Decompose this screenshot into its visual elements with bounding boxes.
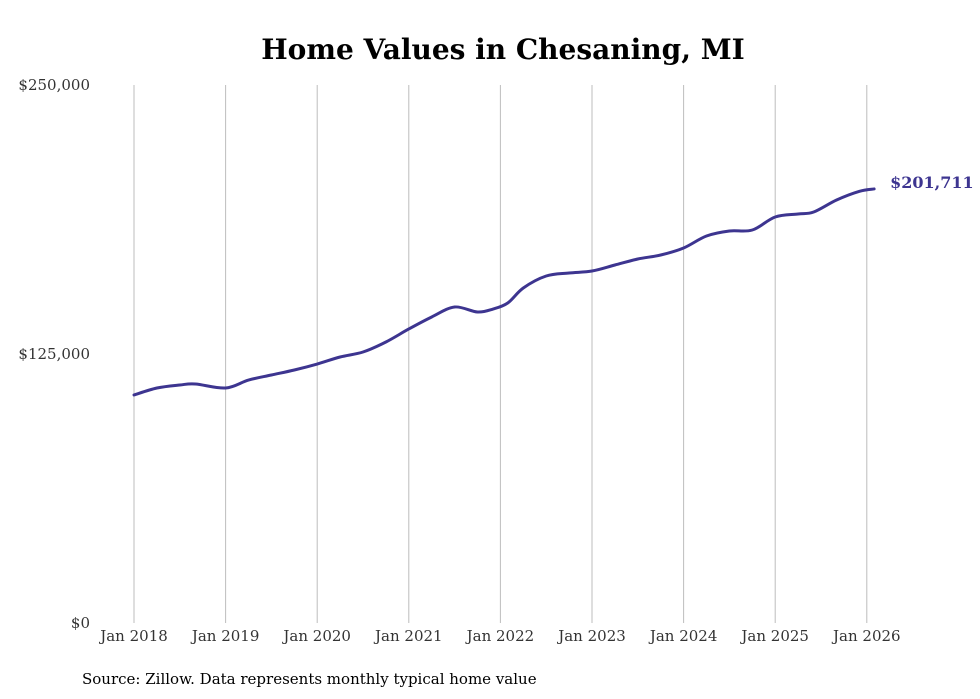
x-tick-label: Jan 2018 xyxy=(98,627,168,645)
x-tick-label: Jan 2022 xyxy=(465,627,535,645)
series-line xyxy=(132,187,876,397)
x-tick-label: Jan 2026 xyxy=(831,627,901,645)
x-tick-label: Jan 2024 xyxy=(648,627,718,645)
source-note: Source: Zillow. Data represents monthly … xyxy=(82,670,537,688)
y-tick-label: $250,000 xyxy=(18,76,90,94)
x-tick-label: Jan 2020 xyxy=(281,627,351,645)
x-tick-label: Jan 2019 xyxy=(190,627,260,645)
x-tick-label: Jan 2025 xyxy=(739,627,809,645)
end-value-label: $201,711 xyxy=(890,173,974,192)
x-tick-label: Jan 2023 xyxy=(556,627,626,645)
y-tick-label: $0 xyxy=(71,614,90,632)
chart-title: Home Values in Chesaning, MI xyxy=(261,33,745,66)
y-tick-label: $125,000 xyxy=(18,345,90,363)
x-tick-label: Jan 2021 xyxy=(373,627,443,645)
